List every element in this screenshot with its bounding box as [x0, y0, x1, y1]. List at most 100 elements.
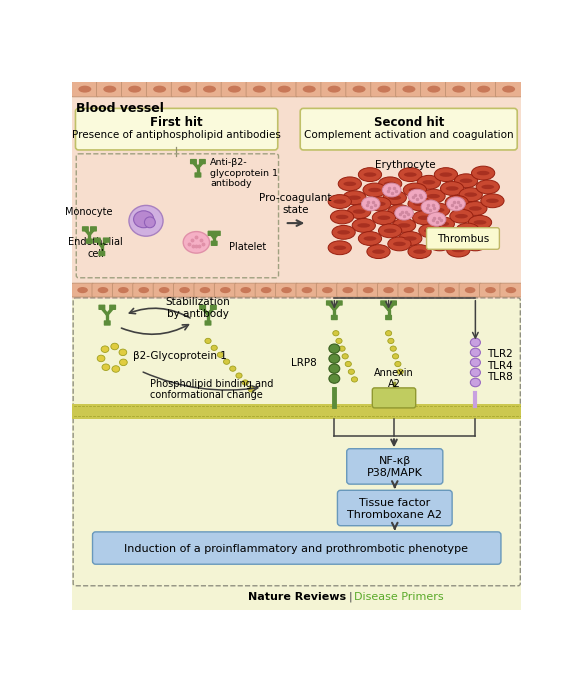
Text: Blood vessel: Blood vessel — [76, 102, 164, 115]
Ellipse shape — [393, 210, 406, 214]
Ellipse shape — [481, 194, 504, 208]
Text: Second hit: Second hit — [373, 116, 444, 129]
Ellipse shape — [478, 234, 491, 238]
Bar — [72, 82, 521, 299]
Ellipse shape — [446, 186, 459, 190]
FancyBboxPatch shape — [93, 532, 501, 564]
FancyBboxPatch shape — [246, 82, 273, 97]
Ellipse shape — [336, 338, 342, 344]
Text: TLR2
TLR4
TLR8: TLR2 TLR4 TLR8 — [487, 349, 513, 382]
Ellipse shape — [447, 197, 466, 211]
Ellipse shape — [388, 205, 411, 219]
Ellipse shape — [402, 86, 415, 92]
FancyBboxPatch shape — [199, 159, 206, 164]
Text: LRP8: LRP8 — [291, 358, 317, 369]
Text: NF-κβ
P38/MAPK: NF-κβ P38/MAPK — [367, 456, 423, 478]
FancyBboxPatch shape — [331, 315, 338, 320]
Ellipse shape — [413, 201, 426, 206]
Ellipse shape — [469, 242, 482, 246]
Ellipse shape — [322, 287, 332, 293]
FancyBboxPatch shape — [296, 82, 323, 97]
FancyBboxPatch shape — [211, 240, 218, 246]
FancyBboxPatch shape — [301, 108, 517, 150]
FancyBboxPatch shape — [104, 321, 111, 325]
Ellipse shape — [422, 189, 445, 203]
Ellipse shape — [358, 232, 382, 245]
Text: Stabilization
by antibody: Stabilization by antibody — [166, 297, 230, 319]
Ellipse shape — [331, 210, 354, 224]
Ellipse shape — [433, 242, 446, 246]
Ellipse shape — [352, 219, 375, 232]
Ellipse shape — [468, 215, 492, 229]
Ellipse shape — [388, 237, 411, 251]
Ellipse shape — [349, 369, 354, 374]
Ellipse shape — [129, 206, 163, 236]
Ellipse shape — [388, 338, 394, 344]
Ellipse shape — [368, 188, 381, 192]
Bar — [72, 404, 521, 419]
Ellipse shape — [465, 287, 475, 293]
FancyBboxPatch shape — [210, 305, 217, 310]
Ellipse shape — [397, 369, 404, 374]
Ellipse shape — [348, 195, 361, 200]
Ellipse shape — [427, 194, 440, 199]
FancyBboxPatch shape — [199, 305, 206, 310]
Ellipse shape — [345, 362, 351, 366]
Ellipse shape — [417, 175, 441, 189]
Ellipse shape — [347, 205, 371, 219]
Text: Endothelial
cell: Endothelial cell — [68, 237, 123, 258]
Ellipse shape — [378, 86, 390, 92]
Ellipse shape — [395, 362, 401, 366]
Ellipse shape — [357, 223, 370, 227]
Ellipse shape — [450, 209, 473, 223]
FancyBboxPatch shape — [496, 82, 522, 97]
FancyBboxPatch shape — [234, 283, 256, 297]
Ellipse shape — [378, 216, 390, 220]
Ellipse shape — [338, 177, 361, 190]
Ellipse shape — [477, 171, 489, 175]
FancyBboxPatch shape — [380, 300, 387, 306]
Ellipse shape — [456, 223, 479, 237]
Text: Induction of a proinflammatory and prothrombotic phenotype: Induction of a proinflammatory and proth… — [124, 544, 468, 553]
Ellipse shape — [342, 353, 349, 359]
Ellipse shape — [183, 232, 210, 253]
Text: Phospholipid binding and
conformational change: Phospholipid binding and conformational … — [150, 379, 273, 400]
Ellipse shape — [337, 230, 350, 234]
FancyBboxPatch shape — [75, 108, 278, 150]
Ellipse shape — [409, 188, 422, 192]
FancyBboxPatch shape — [398, 283, 420, 297]
FancyBboxPatch shape — [221, 82, 248, 97]
Ellipse shape — [253, 86, 266, 92]
Ellipse shape — [363, 287, 373, 293]
Ellipse shape — [220, 287, 230, 293]
FancyBboxPatch shape — [338, 490, 452, 525]
Ellipse shape — [413, 249, 426, 254]
Ellipse shape — [386, 331, 391, 336]
Ellipse shape — [486, 199, 499, 203]
Ellipse shape — [364, 236, 376, 240]
Ellipse shape — [419, 224, 442, 238]
Ellipse shape — [427, 212, 446, 226]
Ellipse shape — [455, 214, 468, 219]
Ellipse shape — [404, 183, 427, 197]
FancyBboxPatch shape — [98, 305, 105, 310]
Ellipse shape — [228, 86, 241, 92]
Ellipse shape — [393, 353, 399, 359]
FancyBboxPatch shape — [336, 300, 343, 306]
Ellipse shape — [477, 86, 490, 92]
FancyBboxPatch shape — [296, 283, 318, 297]
Ellipse shape — [343, 190, 366, 205]
FancyBboxPatch shape — [174, 283, 196, 297]
Ellipse shape — [460, 179, 472, 183]
FancyBboxPatch shape — [378, 283, 400, 297]
Ellipse shape — [278, 86, 291, 92]
Ellipse shape — [427, 86, 440, 92]
Ellipse shape — [384, 182, 397, 186]
FancyBboxPatch shape — [372, 388, 416, 408]
FancyBboxPatch shape — [371, 82, 397, 97]
Text: Anti-β2-
glycoprotein 1
antibody: Anti-β2- glycoprotein 1 antibody — [210, 158, 278, 188]
FancyBboxPatch shape — [276, 283, 298, 297]
Ellipse shape — [469, 206, 482, 211]
Ellipse shape — [427, 203, 450, 217]
Ellipse shape — [424, 287, 435, 293]
